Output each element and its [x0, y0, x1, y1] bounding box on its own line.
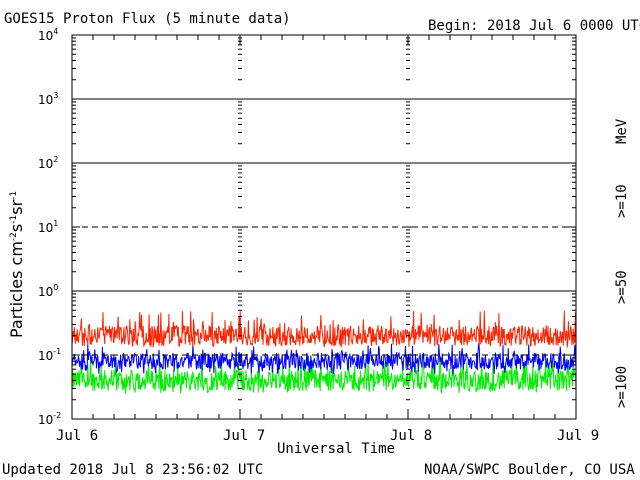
x-tick-label-jul8: Jul 8: [390, 428, 432, 444]
y-tick-label: 103: [38, 91, 58, 107]
y-axis-title-exp1: -2: [9, 232, 19, 241]
y-tick-label: 100: [38, 283, 58, 299]
y-tick-label: 10-2: [38, 411, 61, 427]
y-tick-label: 101: [38, 219, 58, 235]
y-axis-title-base: Particles cm: [7, 241, 26, 338]
y-tick-label: 102: [38, 155, 58, 171]
y-axis-title-exp2: -1: [9, 215, 19, 224]
y-axis-title: Particles cm-2s-1sr-1: [7, 191, 26, 338]
y-axis-title-exp3: -1: [9, 191, 19, 200]
y-tick-base: 10: [38, 157, 53, 171]
legend-ge50: >=50: [614, 270, 630, 304]
y-tick-label: 10-1: [38, 347, 61, 363]
legend-ge10: >=10: [614, 184, 630, 218]
y-tick-base: 10: [38, 413, 53, 427]
y-axis-title-sr: sr: [7, 199, 26, 214]
x-tick-label-jul6: Jul 6: [56, 428, 98, 444]
y-tick-base: 10: [38, 285, 53, 299]
series-line-ge50: [71, 343, 577, 375]
y-tick-base: 10: [38, 221, 53, 235]
y-tick-exp: 1: [53, 219, 58, 228]
y-axis-title-s: s: [7, 224, 26, 232]
y-tick-exp: -2: [53, 411, 61, 420]
updated-timestamp: Updated 2018 Jul 8 23:56:02 UTC: [2, 462, 263, 478]
series-line-ge100: [71, 355, 577, 394]
x-tick-label-jul9: Jul 9: [557, 428, 599, 444]
y-tick-exp: 3: [53, 91, 58, 100]
tick-layer: [71, 35, 577, 420]
x-axis-title: Universal Time: [277, 441, 395, 457]
begin-time: Begin: 2018 Jul 6 0000 UTC: [428, 18, 640, 34]
chart-title: GOES15 Proton Flux (5 minute data): [4, 11, 291, 27]
y-tick-exp: 0: [53, 283, 58, 292]
source-credit: NOAA/SWPC Boulder, CO USA: [424, 462, 635, 478]
y-tick-base: 10: [38, 93, 53, 107]
x-tick-label-jul7: Jul 7: [223, 428, 265, 444]
y-tick-exp: 4: [53, 27, 58, 36]
legend-mev: MeV: [614, 118, 630, 144]
y-tick-base: 10: [38, 349, 53, 363]
y-tick-base: 10: [38, 29, 53, 43]
y-tick-exp: 2: [53, 155, 58, 164]
y-tick-label: 104: [38, 27, 58, 43]
series-line-ge10: [71, 310, 577, 348]
y-tick-exp: -1: [53, 347, 61, 356]
series-layer: [71, 310, 577, 394]
legend-ge100: >=100: [614, 366, 630, 408]
grid-layer: [72, 98, 576, 356]
